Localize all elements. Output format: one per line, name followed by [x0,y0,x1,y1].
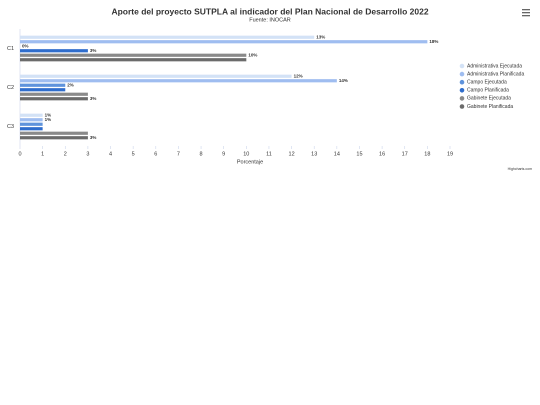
bar [20,131,88,135]
x-tick-label: 4 [109,151,112,157]
bar [20,92,88,96]
data-label: 14% [339,78,348,83]
x-tick-label: 15 [356,151,362,157]
bar [20,122,43,126]
x-tick-label: 8 [200,151,203,157]
x-tick-label: 13 [311,151,317,157]
x-axis-title: Porcentaje [237,159,263,165]
data-label: 2% [67,82,74,87]
x-tick-label: 17 [402,151,408,157]
bar [20,127,43,131]
chart-title: Aporte del proyecto SUTPLA al indicador … [111,6,428,16]
legend-marker [459,88,465,93]
bar [20,79,337,83]
x-tick-label: 3 [86,151,89,157]
bar [20,113,43,117]
y-tick-label: C2 [7,85,14,91]
menu-button[interactable] [522,9,530,17]
chart-subtitle: Fuente: INOCAR [249,17,291,23]
x-tick-label: 7 [177,151,180,157]
data-label: 3% [90,135,97,140]
y-tick-label: C1 [7,46,14,52]
x-tick-label: 18 [424,151,430,157]
data-label: 10% [248,52,257,57]
legend-label[interactable]: Campo Ejecutada [467,80,507,86]
x-tick-label: 12 [289,151,295,157]
x-tick-label: 11 [266,151,272,157]
legend-marker [459,96,465,101]
bar [20,88,66,92]
legend-marker [459,79,465,85]
legend-label[interactable]: Administrativa Planificada [467,71,524,77]
legend-marker [459,63,465,69]
x-tick-label: 5 [132,151,135,157]
legend-label[interactable]: Gabinete Ejecutada [467,96,511,102]
data-label: 0% [22,43,29,48]
bar [20,97,88,101]
legend-marker [459,71,465,77]
legend-label[interactable]: Administrativa Ejecutada [467,63,522,69]
data-label: 1% [45,112,52,117]
bar [20,83,66,87]
data-label: 13% [316,34,325,39]
credits[interactable]: Highcharts.com [508,167,532,171]
data-label: 12% [294,73,303,78]
x-tick-label: 19 [447,151,453,157]
bar [20,118,43,122]
x-tick-label: 14 [334,151,340,157]
bar [20,40,428,44]
x-tick-label: 0 [18,151,21,157]
x-tick-label: 2 [64,151,67,157]
x-tick-label: 10 [243,151,249,157]
y-tick-label: C3 [7,124,14,130]
legend-label[interactable]: Gabinete Planificada [467,104,513,110]
x-tick-label: 9 [222,151,225,157]
data-label: 3% [90,48,97,53]
legend-marker [459,104,465,109]
x-tick-label: 1 [41,151,44,157]
x-tick-label: 16 [379,151,385,157]
data-label: 18% [429,39,438,44]
x-tick-label: 6 [154,151,157,157]
bar [20,53,247,57]
legend-label[interactable]: Campo Planificada [467,88,509,94]
bar [20,58,247,62]
data-label: 3% [90,96,97,101]
bar [20,35,315,39]
bar [20,136,88,140]
bar [20,74,292,78]
bar [20,49,88,53]
data-label: 1% [45,117,52,122]
